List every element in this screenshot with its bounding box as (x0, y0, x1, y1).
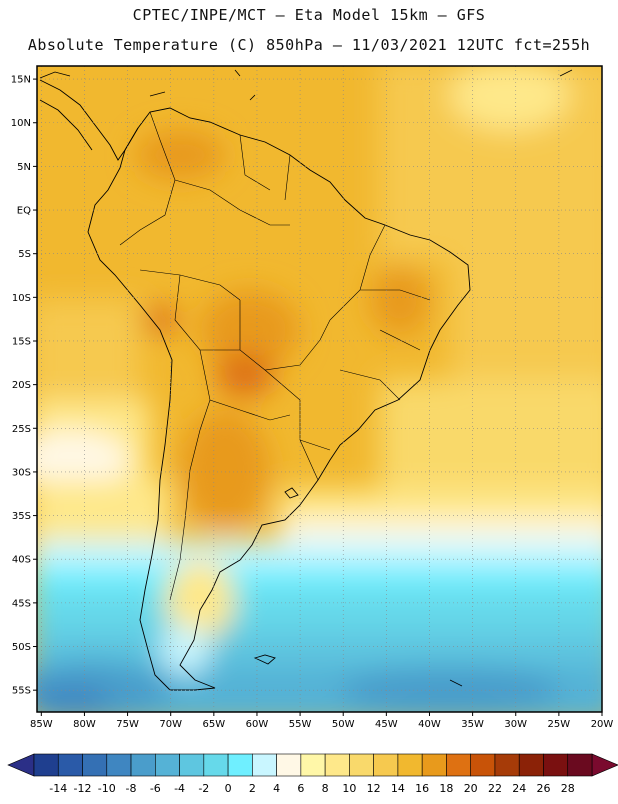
lon-tick-label: 45W (375, 719, 398, 730)
colorbar-label: -2 (198, 782, 209, 795)
colorbar-swatch (179, 753, 205, 777)
plot-frame (36, 65, 603, 713)
lat-tick-label: 40S (12, 555, 31, 566)
lat-tick-label: 20S (12, 380, 31, 391)
lat-tick-label: 5N (17, 162, 31, 173)
colorbar-label: -14 (49, 782, 67, 795)
colorbar-swatch (276, 753, 302, 777)
colorbar-label: 18 (439, 782, 453, 795)
colorbar-swatch (470, 753, 496, 777)
lat-tick-label: 10S (12, 293, 31, 304)
falklands-islands (253, 654, 276, 665)
colorbar-swatch (203, 753, 229, 777)
colorbar-label: 20 (464, 782, 478, 795)
title-line-1: CPTEC/INPE/MCT – Eta Model 15km – GFS (132, 6, 486, 24)
lat-tick-label: 45S (12, 598, 31, 609)
colorbar-swatch (373, 753, 399, 777)
lat-tick-label: 25S (12, 424, 31, 435)
colorbar-label: 22 (488, 782, 502, 795)
lon-tick-label: 70W (159, 719, 182, 730)
colorbar-label: 0 (225, 782, 232, 795)
colorbar-label: 2 (249, 782, 256, 795)
colorbar-label: -6 (150, 782, 161, 795)
temperature-field (37, 66, 602, 712)
colorbar-swatch (349, 753, 374, 777)
lat-tick-label: EQ (17, 206, 31, 217)
lon-tick-label: 80W (73, 719, 96, 730)
lon-tick-label: 60W (246, 719, 269, 730)
colorbar-swatch (106, 753, 132, 777)
lon-tick-label: 40W (418, 719, 441, 730)
lat-tick-label: 30S (12, 467, 31, 478)
colorbar-label: -4 (174, 782, 185, 795)
colorbar-swatch (494, 753, 520, 777)
lat-tick-label: 35S (12, 511, 31, 522)
colorbar-swatch (33, 753, 59, 777)
colorbar-swatch (543, 753, 569, 777)
colorbar-label: 4 (273, 782, 280, 795)
lat-tick-label: 15N (11, 75, 31, 86)
colorbar-swatch (567, 753, 593, 777)
colorbar-label: 8 (322, 782, 329, 795)
colorbar-swatch (155, 753, 180, 777)
colorbar-swatch (324, 753, 350, 777)
caribbean-islands (39, 69, 573, 687)
colorbar-label: 12 (367, 782, 381, 795)
lon-tick-label: 30W (504, 719, 527, 730)
colorbar-label: 14 (391, 782, 405, 795)
lon-tick-label: 50W (332, 719, 355, 730)
colorbar-label: 24 (512, 782, 526, 795)
colorbar-label: 6 (297, 782, 304, 795)
colorbar-swatch (300, 753, 326, 777)
lat-tick-label: 55S (12, 686, 31, 697)
title-line-2: Absolute Temperature (C) 850hPa – 11/03/… (27, 36, 591, 54)
colorbar-label: 26 (536, 782, 550, 795)
lat-tick-label: 15S (12, 336, 31, 347)
colorbar-swatch (130, 753, 156, 777)
coastlines (39, 79, 471, 691)
lon-tick-label: 55W (289, 719, 312, 730)
colorbar-label: 28 (561, 782, 575, 795)
colorbar-over-arrow (591, 753, 618, 777)
colorbar-swatch (82, 753, 108, 777)
colorbar-swatch (397, 753, 423, 777)
colorbar-swatch (421, 753, 447, 777)
lon-tick-label: 75W (116, 719, 139, 730)
lon-tick-label: 20W (591, 719, 614, 730)
colorbar-swatch (518, 753, 544, 777)
colorbar-label: 10 (342, 782, 356, 795)
axis-ticks: 15N 10N 5N EQ 5S 10S 15S 20S 25S 30S 35S 40S 45S 50S 5… (11, 75, 614, 730)
lon-tick-label: 35W (461, 719, 484, 730)
colorbar-swatch (57, 753, 83, 777)
colorbar-swatch (227, 753, 253, 777)
country-borders (119, 111, 431, 601)
lon-tick-label: 65W (203, 719, 226, 730)
lat-tick-label: 10N (11, 118, 31, 129)
lat-tick-label: 5S (18, 249, 31, 260)
lat-tick-label: 50S (12, 642, 31, 653)
colorbar: -14 -12 -10 -8 -6 -4 -2 0 2 4 6 8 10 12 14 16 18 20 22 24 26… (7, 753, 618, 795)
south-america-outline (87, 107, 471, 691)
colorbar-label: -12 (74, 782, 92, 795)
lon-tick-label: 85W (30, 719, 53, 730)
colorbar-under-arrow (7, 753, 35, 777)
colorbar-label: -10 (98, 782, 116, 795)
colorbar-swatch (252, 753, 277, 777)
colorbar-label: 16 (415, 782, 429, 795)
lon-tick-label: 25W (548, 719, 571, 730)
lagoa-dos-patos (284, 487, 299, 499)
colorbar-swatch (446, 753, 471, 777)
colorbar-label: -8 (126, 782, 137, 795)
central-america (39, 79, 139, 161)
